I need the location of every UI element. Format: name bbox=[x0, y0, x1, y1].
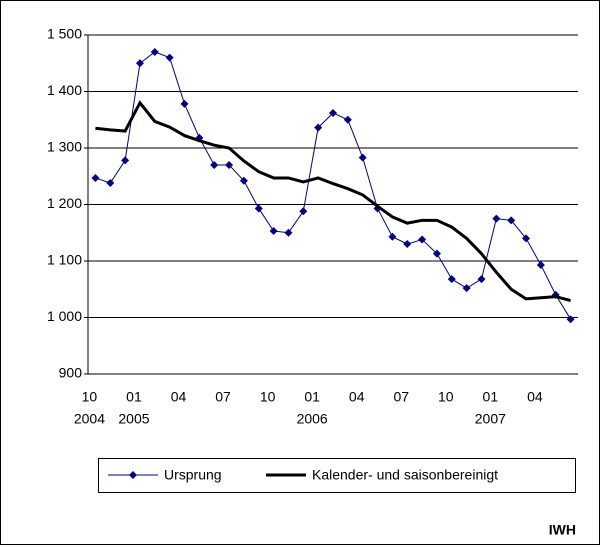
data-point bbox=[462, 284, 471, 293]
x-tick-label: 04 bbox=[527, 389, 543, 405]
x-year-label: 2006 bbox=[297, 411, 328, 427]
data-point bbox=[343, 115, 352, 124]
x-tick-label: 04 bbox=[171, 389, 187, 405]
data-point bbox=[492, 214, 501, 223]
y-tick-label: 1 300 bbox=[47, 139, 82, 155]
y-tick-label: 1 500 bbox=[47, 26, 82, 42]
legend-marker bbox=[129, 471, 137, 479]
data-point bbox=[507, 216, 516, 225]
data-point bbox=[225, 160, 234, 169]
x-tick-label: 01 bbox=[483, 389, 499, 405]
data-point bbox=[91, 173, 100, 182]
y-tick-label: 1 000 bbox=[47, 308, 82, 324]
data-point bbox=[121, 156, 130, 165]
data-point bbox=[269, 227, 278, 236]
data-point bbox=[299, 207, 308, 216]
x-year-label: 2004 bbox=[74, 411, 105, 427]
data-point bbox=[358, 153, 367, 162]
x-tick-label: 10 bbox=[82, 389, 98, 405]
data-point bbox=[536, 260, 545, 269]
x-tick-label: 01 bbox=[304, 389, 320, 405]
source: IWH bbox=[549, 522, 576, 538]
data-point bbox=[239, 176, 248, 185]
data-point bbox=[329, 108, 337, 117]
data-point bbox=[106, 179, 115, 188]
data-point bbox=[447, 275, 456, 284]
legend-label: Kalender- und saisonbereinigt bbox=[312, 467, 498, 483]
x-tick-label: 10 bbox=[260, 389, 276, 405]
data-point bbox=[210, 160, 219, 169]
data-point bbox=[403, 240, 412, 249]
y-tick-label: 900 bbox=[59, 365, 83, 381]
x-tick-label: 04 bbox=[349, 389, 365, 405]
data-point bbox=[314, 123, 323, 132]
data-point bbox=[522, 234, 531, 243]
x-year-label: 2007 bbox=[475, 411, 506, 427]
data-point bbox=[180, 99, 189, 108]
y-tick-label: 1 400 bbox=[47, 82, 82, 98]
x-tick-label: 07 bbox=[393, 389, 409, 405]
data-point bbox=[254, 204, 263, 213]
data-point bbox=[418, 235, 427, 244]
data-point bbox=[165, 53, 174, 62]
x-tick-label: 01 bbox=[126, 389, 142, 405]
series-line bbox=[95, 100, 571, 302]
x-tick-label: 07 bbox=[215, 389, 231, 405]
data-point bbox=[388, 232, 397, 241]
data-point bbox=[150, 47, 159, 56]
legend-label: Ursprung bbox=[164, 467, 222, 483]
legend bbox=[98, 458, 576, 493]
data-point bbox=[477, 275, 486, 284]
data-point bbox=[566, 315, 575, 324]
data-point bbox=[135, 59, 144, 68]
y-tick-label: 1 200 bbox=[47, 195, 82, 211]
x-year-label: 2005 bbox=[118, 411, 149, 427]
x-tick-label: 10 bbox=[438, 389, 454, 405]
data-point bbox=[432, 249, 441, 258]
data-point bbox=[284, 228, 293, 237]
y-tick-label: 1 100 bbox=[47, 252, 82, 268]
